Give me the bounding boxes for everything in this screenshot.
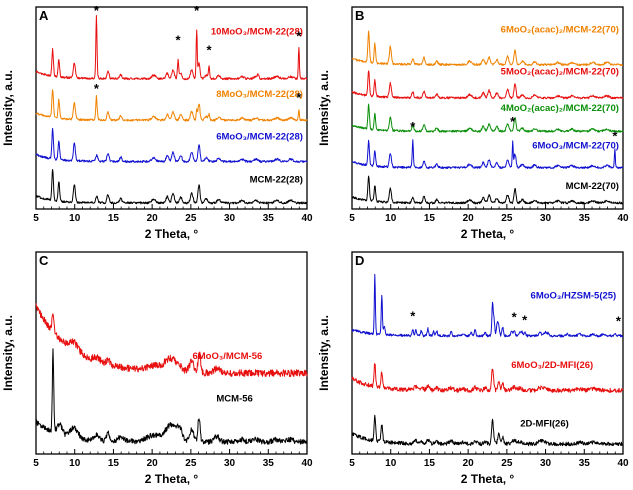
xrd-trace <box>35 89 308 122</box>
x-tick-label: 15 <box>424 213 436 224</box>
trace-label: 6MoO₃/HZSM-5(25) <box>531 290 617 301</box>
x-axis-title: 2 Theta, ° <box>461 472 515 486</box>
moo3-asterisk: * <box>522 313 528 328</box>
trace-label: MCM-22(28) <box>250 175 303 186</box>
x-tick-label: 35 <box>579 458 591 469</box>
x-tick-label: 40 <box>301 458 313 469</box>
panel-letter: A <box>39 8 49 23</box>
x-tick-label: 15 <box>108 458 120 469</box>
panel-D: 5 10 15 20 25 30 35 40 2D-MFI(26) 6MoO₃/2D-MFI(26… <box>317 251 629 486</box>
moo3-asterisk: * <box>94 81 100 96</box>
trace-label: 6MoO₃/MCM-22(28) <box>216 131 303 142</box>
moo3-asterisk: * <box>94 3 100 18</box>
xrd-trace <box>351 175 624 205</box>
x-tick-label: 30 <box>224 213 236 224</box>
moo3-asterisk: * <box>176 32 182 47</box>
trace-label: MCM-22(70) <box>566 181 619 192</box>
moo3-asterisk: * <box>510 114 516 129</box>
x-tick-label: 20 <box>463 458 475 469</box>
xrd-trace <box>351 273 624 338</box>
x-tick-label: 40 <box>617 458 629 469</box>
x-tick-label: 5 <box>349 213 355 224</box>
panel-letter: C <box>39 253 49 268</box>
moo3-asterisk: * <box>194 3 200 18</box>
xrd-trace <box>351 103 624 133</box>
trace-label: MCM-56 <box>216 393 252 404</box>
xrd-trace <box>351 70 624 100</box>
trace-label: 6MoO₃/2D-MFI(26) <box>511 360 593 371</box>
x-tick-label: 10 <box>385 213 397 224</box>
trace-label: 8MoO₃/MCM-22(28) <box>216 89 303 100</box>
panel-C: 5 10 15 20 25 30 35 40 MCM-56 6MoO₃/MCM-56 C 2 Thet… <box>1 251 313 486</box>
xrd-trace <box>35 303 308 378</box>
trace-label: 4MoO₂(acac)₂/MCM-22(70) <box>501 103 619 114</box>
x-tick-label: 15 <box>424 458 436 469</box>
x-tick-label: 10 <box>69 458 81 469</box>
moo3-asterisk: * <box>207 42 213 57</box>
xrd-trace <box>351 30 624 67</box>
x-tick-label: 25 <box>501 213 513 224</box>
plot-box <box>351 251 624 455</box>
x-tick-label: 5 <box>349 458 355 469</box>
x-tick-label: 40 <box>617 213 629 224</box>
x-tick-label: 20 <box>463 213 475 224</box>
x-tick-label: 35 <box>263 213 275 224</box>
moo3-asterisk: * <box>410 119 416 134</box>
x-tick-label: 20 <box>147 213 159 224</box>
moo3-asterisk: * <box>296 90 302 105</box>
xrd-trace <box>351 414 624 447</box>
y-axis-title: Intensity, a.u. <box>1 315 15 391</box>
x-tick-label: 30 <box>540 213 552 224</box>
trace-label: 5MoO₂(acac)₂/MCM-22(70) <box>501 67 619 78</box>
x-tick-label: 40 <box>301 213 313 224</box>
x-tick-label: 30 <box>224 458 236 469</box>
panel-B: 5 10 15 20 25 30 35 40 MCM-22(70) 6MoO₃/MCM-22(70… <box>317 6 629 241</box>
x-tick-label: 25 <box>185 458 197 469</box>
x-tick-label: 35 <box>263 458 275 469</box>
x-tick-label: 5 <box>33 213 39 224</box>
x-tick-label: 25 <box>185 213 197 224</box>
trace-label: 10MoO₃/MCM-22(28) <box>211 26 303 37</box>
trace-label: 2D-MFI(26) <box>520 419 569 430</box>
trace-label: 6MoO₃/MCM-56 <box>192 351 262 362</box>
moo3-asterisk: * <box>296 28 302 43</box>
plot-box <box>35 6 308 210</box>
x-tick-label: 5 <box>33 458 39 469</box>
xrd-trace <box>35 127 308 163</box>
trace-label: 6MoO₂(acac)₂/MCM-22(70) <box>501 24 619 35</box>
moo3-asterisk: * <box>616 314 622 329</box>
xrd-trace <box>35 169 308 205</box>
plot-box <box>351 6 624 210</box>
xrd-trace <box>35 348 308 445</box>
x-axis-title: 2 Theta, ° <box>145 472 199 486</box>
moo3-asterisk: * <box>512 310 518 325</box>
x-axis-title: 2 Theta, ° <box>461 227 515 241</box>
y-axis-title: Intensity, a.u. <box>317 315 331 391</box>
xrd-trace <box>351 139 624 170</box>
x-tick-label: 15 <box>108 213 120 224</box>
x-tick-label: 25 <box>501 458 513 469</box>
panel-A: 5 10 15 20 25 30 35 40 MCM-22(28) 6MoO₃/MCM-22(28… <box>1 3 313 241</box>
x-tick-label: 20 <box>147 458 159 469</box>
panel-letter: B <box>355 8 364 23</box>
panel-letter: D <box>355 253 364 268</box>
y-axis-title: Intensity, a.u. <box>1 70 15 146</box>
x-tick-label: 30 <box>540 458 552 469</box>
moo3-asterisk: * <box>410 309 416 324</box>
moo3-asterisk: * <box>612 128 618 143</box>
xrd-trace <box>35 15 308 81</box>
y-axis-title: Intensity, a.u. <box>317 70 331 146</box>
x-tick-label: 35 <box>579 213 591 224</box>
x-axis-title: 2 Theta, ° <box>145 227 199 241</box>
xrd-trace <box>351 363 624 393</box>
trace-label: 6MoO₃/MCM-22(70) <box>532 140 619 151</box>
x-tick-label: 10 <box>69 213 81 224</box>
x-tick-label: 10 <box>385 458 397 469</box>
